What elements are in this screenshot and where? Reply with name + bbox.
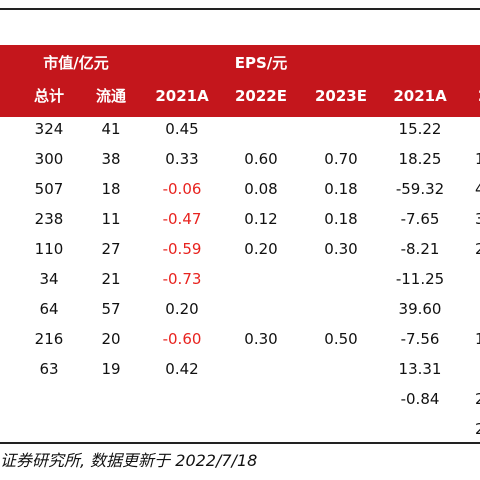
cell-float: 57: [101, 300, 121, 318]
source-note: 证券研究所, 数据更新于 2022/7/18: [0, 451, 258, 470]
cell-eps-2023e: 0.70: [324, 150, 358, 168]
cell-pe-2021a: -7.65: [400, 210, 440, 228]
cell-eps-2023e: 0.50: [324, 330, 358, 348]
table-row: -0.84 2: [0, 384, 480, 414]
table-header: 市值/亿元 EPS/元 总计 流通 2021A 2022E 2023E 2021…: [0, 45, 480, 117]
cell-eps-2023e: 0.30: [324, 240, 358, 258]
cell-eps-2023e: 0.18: [324, 180, 358, 198]
table-row: 64 57 0.20 39.60: [0, 294, 480, 324]
cell-pe-2021a: 18.25: [398, 150, 442, 168]
cell-cut: 2: [475, 420, 480, 438]
table-row: 507 18 -0.06 0.08 0.18 -59.32 4: [0, 174, 480, 204]
header-cut-column: 2: [478, 86, 480, 106]
cell-total: 34: [39, 270, 59, 288]
cell-eps-2023e: 0.18: [324, 210, 358, 228]
cell-total: 110: [34, 240, 64, 258]
table-row: 238 11 -0.47 0.12 0.18 -7.65 3: [0, 204, 480, 234]
cell-float: 19: [101, 360, 121, 378]
cell-total: 216: [34, 330, 64, 348]
header-eps-2021a: 2021A: [155, 87, 209, 105]
header-pe-2021a: 2021A: [393, 87, 447, 105]
cell-cut: 3: [475, 210, 480, 228]
header-eps-group: EPS/元: [234, 54, 288, 72]
cell-float: 18: [101, 180, 121, 198]
cell-eps-2021a: -0.73: [162, 270, 202, 288]
cell-cut: 2: [475, 240, 480, 258]
cell-total: 324: [34, 120, 64, 138]
cell-eps-2021a: -0.06: [162, 180, 202, 198]
cell-float: 11: [101, 210, 121, 228]
cell-eps-2021a: 0.42: [165, 360, 199, 378]
cell-pe-2021a: -0.84: [400, 390, 440, 408]
cell-total: 63: [39, 360, 59, 378]
cell-total: 64: [39, 300, 59, 318]
cell-float: 21: [101, 270, 121, 288]
header-eps-2023e: 2023E: [315, 87, 367, 105]
cell-total: 300: [34, 150, 64, 168]
table-top-rule: [0, 8, 480, 10]
table-row: 324 41 0.45 15.22: [0, 114, 480, 144]
table-row: 110 27 -0.59 0.20 0.30 -8.21 2: [0, 234, 480, 264]
cell-eps-2022e: 0.30: [244, 330, 278, 348]
cell-pe-2021a: 13.31: [398, 360, 442, 378]
cell-pe-2021a: -7.56: [400, 330, 440, 348]
cell-eps-2021a: 0.33: [165, 150, 199, 168]
table-row: 34 21 -0.73 -11.25: [0, 264, 480, 294]
cell-float: 27: [101, 240, 121, 258]
cell-eps-2022e: 0.12: [244, 210, 278, 228]
cell-pe-2021a: -59.32: [395, 180, 445, 198]
table-row: 300 38 0.33 0.60 0.70 18.25 1: [0, 144, 480, 174]
header-market-cap-group: 市值/亿元: [43, 54, 109, 72]
cell-eps-2021a: -0.47: [162, 210, 202, 228]
cell-cut: 4: [475, 180, 480, 198]
cell-float: 41: [101, 120, 121, 138]
cell-float: 20: [101, 330, 121, 348]
table-row: 2: [0, 414, 480, 444]
cell-cut: 1: [475, 150, 480, 168]
cell-pe-2021a: -11.25: [395, 270, 445, 288]
cell-eps-2021a: 0.45: [165, 120, 199, 138]
cell-pe-2021a: 15.22: [398, 120, 442, 138]
cell-pe-2021a: -8.21: [400, 240, 440, 258]
cell-cut: 1: [475, 330, 480, 348]
cell-eps-2022e: 0.60: [244, 150, 278, 168]
cell-eps-2021a: -0.60: [162, 330, 202, 348]
cell-total: 507: [34, 180, 64, 198]
header-total: 总计: [33, 87, 65, 105]
table-row: 216 20 -0.60 0.30 0.50 -7.56 1: [0, 324, 480, 354]
cell-pe-2021a: 39.60: [398, 300, 442, 318]
cell-cut: 2: [475, 390, 480, 408]
cell-eps-2021a: -0.59: [162, 240, 202, 258]
header-float: 流通: [95, 87, 127, 105]
table-row: 63 19 0.42 13.31: [0, 354, 480, 384]
cell-eps-2022e: 0.08: [244, 180, 278, 198]
cell-eps-2021a: 0.20: [165, 300, 199, 318]
cell-eps-2022e: 0.20: [244, 240, 278, 258]
table-bottom-rule: [0, 442, 480, 444]
cell-total: 238: [34, 210, 64, 228]
cell-float: 38: [101, 150, 121, 168]
header-eps-2022e: 2022E: [235, 87, 287, 105]
